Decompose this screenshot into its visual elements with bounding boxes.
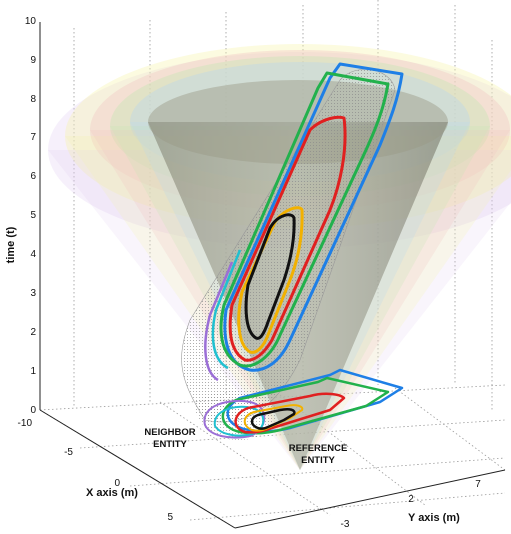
contour-floor-yellow <box>243 404 304 432</box>
x-axis-label: X axis (m) <box>86 487 138 499</box>
contours-floor <box>203 368 404 439</box>
z-tick-8: 8 <box>30 94 36 105</box>
z-axis-label: time (t) <box>5 226 17 263</box>
z-tick-4: 4 <box>30 249 36 260</box>
x-tick-5: 5 <box>167 512 173 523</box>
y-tick-neg3: -3 <box>341 519 350 530</box>
y-axis-label: Y axis (m) <box>408 512 460 524</box>
x-tick-0: 0 <box>114 478 120 489</box>
floor-grid-3 <box>129 457 506 487</box>
x-tick-neg5: -5 <box>64 447 73 458</box>
z-tick-7: 7 <box>30 132 36 143</box>
y-ticks: -3 2 7 <box>341 479 482 530</box>
contour-3d-cyan <box>211 249 242 370</box>
z-tick-1: 1 <box>30 366 36 377</box>
z-tick-2: 2 <box>30 327 36 338</box>
x-axis-line <box>39 409 236 529</box>
axes <box>39 22 506 529</box>
z-tick-6: 6 <box>30 171 36 182</box>
annotation-neighbor-line1: NEIGHBOR <box>144 427 195 438</box>
floor-grid-8 <box>394 387 506 471</box>
z-tick-3: 3 <box>30 288 36 299</box>
z-tick-9: 9 <box>30 55 36 66</box>
annotation-reference-line1: REFERENCE <box>289 443 348 454</box>
y-tick-2: 2 <box>408 494 414 505</box>
contour-3d-red <box>228 115 347 362</box>
z-tick-0: 0 <box>30 405 36 416</box>
y-axis-line <box>234 469 506 529</box>
contour-3d-blue <box>223 62 404 372</box>
contour-floor-black <box>250 407 296 430</box>
annotation-neighbor-line2: ENTITY <box>153 439 187 450</box>
contour-floor-purple <box>203 399 266 439</box>
x-ticks: -10 -5 0 5 <box>18 418 174 523</box>
z-tick-10: 10 <box>25 16 37 27</box>
contour-floor-cyan <box>213 405 265 437</box>
contour-3d-black <box>244 213 296 340</box>
y-tick-7: 7 <box>475 479 481 490</box>
contour-3d-green <box>219 71 390 368</box>
z-ticks: 0 1 2 3 4 5 6 7 8 9 10 <box>25 16 37 416</box>
contour-3d-yellow <box>237 206 304 354</box>
annotations: NEIGHBOR ENTITY REFERENCE ENTITY <box>144 427 347 466</box>
x-tick-neg10: -10 <box>18 418 33 429</box>
floor-grid-4 <box>189 492 506 521</box>
contour-3d-purple <box>204 261 234 382</box>
contours-3d <box>204 62 404 382</box>
z-tick-5: 5 <box>30 210 36 221</box>
annotation-reference-line2: ENTITY <box>301 455 335 466</box>
